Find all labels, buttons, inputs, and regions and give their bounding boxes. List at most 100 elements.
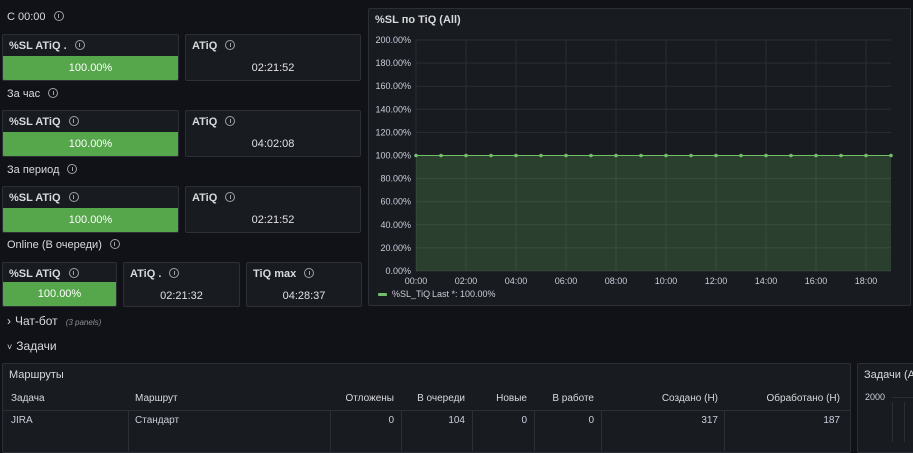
series-point — [489, 153, 493, 158]
series-point — [839, 153, 843, 158]
info-icon[interactable] — [48, 88, 59, 98]
series-point — [814, 153, 818, 158]
series-point — [889, 153, 893, 158]
x-tick-label: 04:00 — [505, 276, 528, 286]
x-tick-label: 10:00 — [655, 276, 678, 286]
panel-title: ATiQ — [192, 116, 236, 128]
x-tick-label: 02:00 — [455, 276, 478, 286]
panel-title-text: ATiQ — [192, 192, 218, 204]
table-title: Маршруты — [9, 369, 64, 381]
info-icon[interactable] — [225, 116, 236, 126]
legend-name: %SL_TiQ — [392, 289, 430, 299]
dashboard: С 00:00 %SL ATiQ . 100.00% ATiQ 02:21:52 За ч… — [2, 8, 913, 453]
side-grid — [892, 397, 913, 398]
chart: 0.00% 20.00% 40.00% 60.00% 80.00% 100.00% 120.… — [375, 35, 893, 299]
side-y-tick: 2000 — [865, 392, 886, 402]
series-point — [714, 153, 718, 158]
stat-panel: %SL ATiQ 100.00% — [2, 110, 179, 157]
panel-title: %SL ATiQ — [9, 268, 79, 280]
section-title-text: С 00:00 — [7, 11, 46, 23]
info-icon[interactable] — [225, 192, 236, 202]
stat-panel: TiQ max 04:28:37 — [246, 262, 362, 307]
row-header[interactable]: ˅ Задачи — [7, 339, 57, 353]
stat-value: 100.00% — [3, 208, 178, 232]
column-separator — [128, 411, 129, 451]
section-title-text: За час — [7, 88, 41, 100]
stat-value: 04:02:08 — [251, 138, 295, 150]
table-cell: Стандарт — [135, 415, 180, 426]
stat-value: 100.00% — [3, 282, 116, 306]
info-icon[interactable] — [304, 268, 315, 278]
panel-title-text: %SL ATiQ — [9, 192, 61, 204]
panel-title-text: %SL ATiQ — [9, 268, 61, 280]
table-header-cell[interactable]: Новые — [496, 393, 527, 404]
table-header-cell[interactable]: Обработано (Н) — [766, 393, 840, 404]
row-header[interactable]: › Чат-бот (3 panels) — [7, 314, 101, 328]
stat-value: 100.00% — [3, 56, 178, 80]
info-icon[interactable] — [68, 116, 79, 126]
table-cell: 0 — [588, 415, 594, 426]
table-cell: 0 — [521, 415, 527, 426]
info-icon[interactable] — [109, 239, 120, 249]
x-tick-label: 08:00 — [605, 276, 628, 286]
x-tick-label: 16:00 — [805, 276, 828, 286]
y-tick-label: 60.00% — [380, 197, 411, 207]
stat-value: 02:21:32 — [160, 290, 203, 302]
legend-swatch — [378, 293, 387, 296]
stat-panel: ATiQ 04:02:08 — [185, 110, 361, 157]
info-icon[interactable] — [169, 268, 180, 278]
column-separator — [330, 411, 331, 451]
series-point — [514, 153, 518, 158]
info-icon[interactable] — [225, 40, 236, 50]
series-area — [416, 155, 891, 271]
x-tick-label: 18:00 — [855, 276, 878, 286]
stat-panel: %SL ATiQ 100.00% — [2, 262, 117, 307]
info-icon[interactable] — [67, 164, 78, 174]
series-point — [639, 153, 643, 158]
panel-title-text: ATiQ — [192, 40, 218, 52]
table-header-cell[interactable]: В работе — [552, 393, 594, 404]
section-title: Online (В очереди) — [7, 239, 120, 251]
y-tick-label: 140.00% — [375, 104, 411, 114]
panel-title: %SL ATiQ — [9, 192, 79, 204]
table-header-cell[interactable]: Маршрут — [135, 393, 178, 404]
table-cell: 104 — [448, 415, 465, 426]
panel-title-text: TiQ max — [253, 268, 297, 280]
stat-value: 02:21:52 — [251, 62, 295, 74]
chart-panel: %SL по TiQ (All) 0.00% 20.00% 40.00% 60.00% 8… — [368, 8, 911, 306]
y-tick-label: 40.00% — [380, 220, 411, 230]
column-separator — [724, 411, 725, 451]
column-separator — [601, 411, 602, 451]
y-tick-label: 160.00% — [375, 81, 411, 91]
panel-title: %SL ATiQ . — [9, 40, 85, 52]
info-icon[interactable] — [68, 268, 79, 278]
table-header-cell[interactable]: Создано (Н) — [661, 393, 718, 404]
series-point — [614, 153, 618, 158]
stat-panel: ATiQ . 02:21:32 — [123, 262, 240, 307]
column-separator — [534, 411, 535, 451]
panel-title: ATiQ . — [130, 268, 180, 280]
legend-stat: Last *: 100.00% — [432, 289, 496, 299]
table-header-cell[interactable]: В очереди — [417, 393, 465, 404]
series-point — [739, 153, 743, 158]
panel-title-text: ATiQ — [192, 116, 218, 128]
series-point — [414, 153, 418, 158]
info-icon[interactable] — [68, 192, 79, 202]
x-tick-label: 14:00 — [755, 276, 778, 286]
section-title: За период — [7, 164, 78, 176]
panel-title: %SL ATiQ — [9, 116, 79, 128]
info-icon[interactable] — [53, 11, 64, 21]
side-panel: Задачи (All) 2000 — [857, 363, 913, 453]
x-tick-label: 06:00 — [555, 276, 578, 286]
row-note: (3 panels) — [65, 318, 102, 327]
y-tick-label: 100.00% — [375, 151, 411, 161]
series-point — [764, 153, 768, 158]
panel-title-text: %SL ATiQ . — [9, 40, 67, 52]
y-tick-label: 0.00% — [385, 266, 411, 276]
y-tick-label: 120.00% — [375, 127, 411, 137]
table-header-cell[interactable]: Задача — [11, 393, 45, 404]
column-separator — [472, 411, 473, 451]
info-icon[interactable] — [74, 40, 85, 50]
y-tick-label: 180.00% — [375, 58, 411, 68]
table-header-cell[interactable]: Отложены — [345, 393, 395, 404]
